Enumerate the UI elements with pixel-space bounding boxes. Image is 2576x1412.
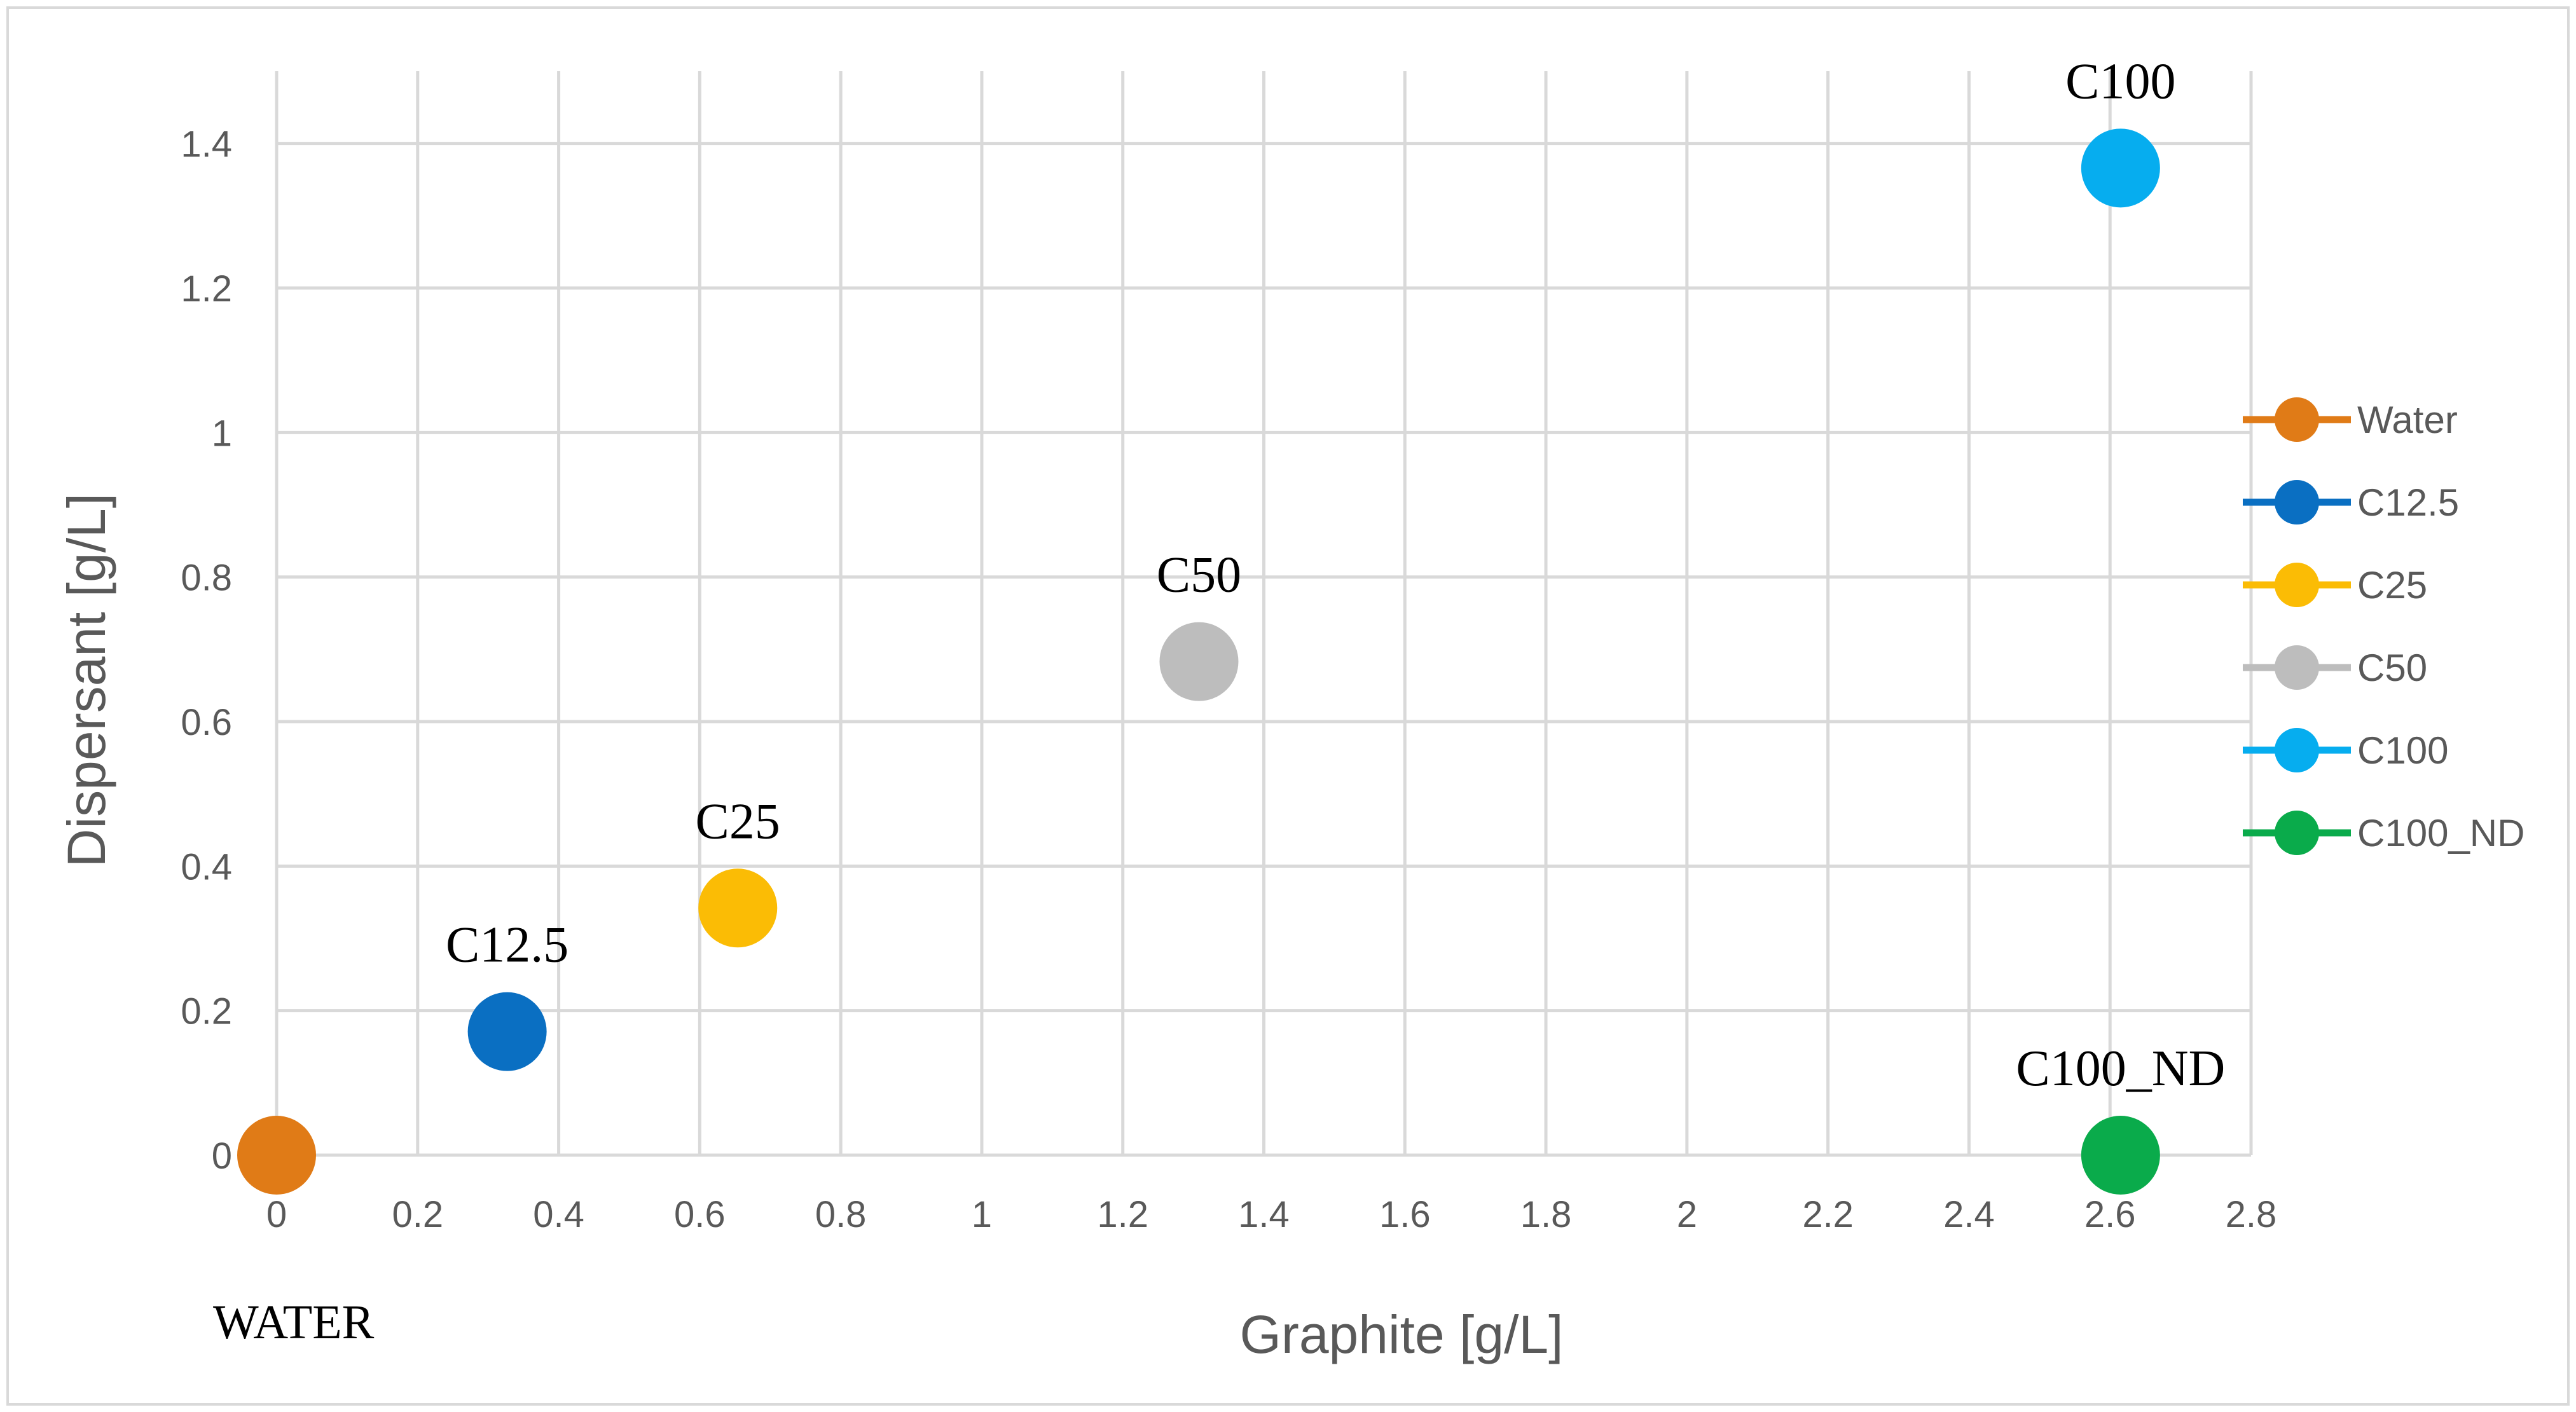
x-tick-label: 2.4 [1943, 1194, 1995, 1235]
data-point-c50 [1159, 622, 1239, 701]
data-labels: C12.5 C25 C50 C100 C100_ND [446, 53, 2225, 1097]
data-point-c12-5 [467, 992, 547, 1071]
legend-marker [2275, 563, 2319, 607]
x-tick-label: 0 [266, 1194, 287, 1235]
y-axis-title: Dispersant [g/L] [57, 493, 116, 867]
x-tick-label: 2 [1677, 1194, 1697, 1235]
water-annotation: WATER [213, 1296, 375, 1349]
x-tick-label: 0.4 [533, 1194, 584, 1235]
legend-label: C25 [2357, 564, 2427, 607]
data-point-c100-nd [2081, 1116, 2160, 1195]
x-tick-label: 0.8 [815, 1194, 867, 1235]
legend-label: C100 [2357, 729, 2448, 772]
data-point-c25 [698, 868, 778, 948]
grid-lines [275, 71, 2253, 1157]
legend-label: C12.5 [2357, 481, 2459, 524]
y-tick-label: 0 [212, 1135, 232, 1177]
y-tick-label: 1.4 [181, 124, 232, 165]
legend-item: C12.5 [2243, 480, 2459, 524]
x-tick-label: 1 [972, 1194, 992, 1235]
legend-marker [2275, 480, 2319, 524]
x-tick-label: 2.8 [2226, 1194, 2277, 1235]
x-tick-label: 0.6 [674, 1194, 726, 1235]
x-tick-label: 2.6 [2084, 1194, 2136, 1235]
y-tick-label: 0.4 [181, 846, 232, 888]
y-tick-label: 1 [212, 413, 232, 454]
y-tick-labels: 0 0.2 0.4 0.6 0.8 1 1.2 1.4 [181, 124, 232, 1177]
x-tick-label: 1.4 [1238, 1194, 1290, 1235]
data-label: C12.5 [446, 917, 568, 973]
x-tick-label: 1.6 [1379, 1194, 1431, 1235]
y-tick-label: 1.2 [181, 268, 232, 310]
legend-marker [2275, 645, 2319, 690]
legend-marker [2275, 811, 2319, 855]
y-tick-label: 0.8 [181, 558, 232, 599]
data-point-c100 [2081, 128, 2160, 208]
legend-marker [2275, 728, 2319, 772]
legend-marker [2275, 397, 2319, 442]
legend-item: C100_ND [2243, 811, 2524, 855]
x-tick-label: 2.2 [1802, 1194, 1854, 1235]
data-label: C100_ND [2016, 1041, 2225, 1097]
legend: Water C12.5 C25 C50 C100 C100_ND [2243, 397, 2524, 855]
data-label: C50 [1157, 547, 1241, 603]
x-tick-label: 1.2 [1097, 1194, 1148, 1235]
data-label: C100 [2065, 53, 2175, 109]
legend-item: C50 [2243, 645, 2427, 690]
x-tick-labels: 0 0.2 0.4 0.6 0.8 1 1.2 1.4 1.6 1.8 2 2.2 2.4 2.6 2.8 [266, 1194, 2276, 1235]
data-label: C25 [696, 793, 780, 849]
legend-label: C100_ND [2357, 812, 2524, 854]
x-axis-title: Graphite [g/L] [1240, 1305, 1564, 1364]
legend-item: C100 [2243, 728, 2448, 772]
y-tick-label: 0.6 [181, 702, 232, 743]
legend-label: C50 [2357, 647, 2427, 689]
data-points [237, 128, 2160, 1195]
legend-label: Water [2357, 399, 2458, 441]
x-tick-label: 1.8 [1520, 1194, 1572, 1235]
y-tick-label: 0.2 [181, 991, 232, 1032]
x-tick-label: 0.2 [392, 1194, 443, 1235]
legend-item: Water [2243, 397, 2458, 442]
data-point-water [237, 1116, 316, 1195]
legend-item: C25 [2243, 563, 2427, 607]
